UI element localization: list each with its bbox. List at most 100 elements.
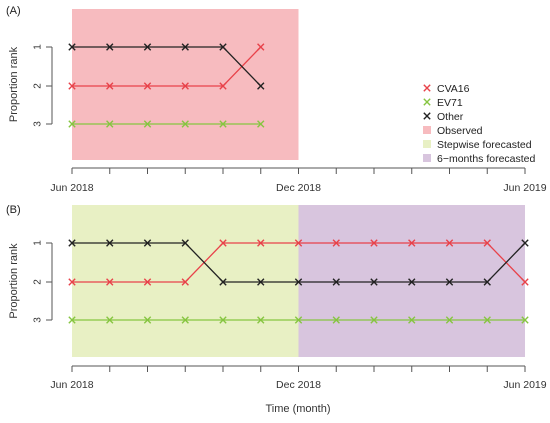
point-other	[143, 43, 152, 51]
point-stroke	[521, 239, 529, 247]
point-stroke	[68, 316, 76, 324]
y-axis-title: Proportion rank	[8, 46, 20, 122]
point-ev71	[143, 316, 152, 324]
point-stroke	[483, 239, 491, 247]
point-other	[483, 278, 491, 286]
point-stroke	[294, 278, 303, 286]
point-ev71	[370, 316, 378, 324]
x-tick-label: Jun 2018	[50, 182, 93, 194]
point-stroke	[106, 239, 114, 247]
point-stroke	[332, 316, 340, 324]
x-axis-title: Time (month)	[266, 403, 331, 415]
point-cva16	[68, 278, 76, 286]
point-cva16	[143, 278, 152, 286]
point-stroke	[143, 120, 152, 128]
legend-swatch-stepwise-forecasted	[423, 140, 431, 148]
point-cva16	[106, 278, 114, 286]
point-stroke	[143, 239, 152, 247]
panel-a: (A) 1 2 3 Proportion rank Jun 2018 Dec 2018 Jun…	[6, 5, 547, 194]
point-stroke	[219, 239, 227, 247]
point-ev71	[219, 316, 227, 324]
point-stroke	[143, 43, 152, 51]
point-other	[106, 239, 114, 247]
point-ev71	[181, 120, 189, 128]
point-cva16	[181, 278, 189, 286]
panel-label: (B)	[6, 204, 21, 216]
point-other	[370, 278, 378, 286]
point-stroke	[445, 316, 454, 324]
point-cva16	[408, 239, 416, 247]
point-stroke	[521, 278, 529, 286]
x-tick-label: Dec 2018	[276, 182, 321, 194]
point-other	[143, 239, 152, 247]
point-ev71	[181, 316, 189, 324]
legend-marker-stroke	[423, 84, 431, 92]
series-line-cva16	[72, 46, 262, 87]
point-stroke	[483, 278, 491, 286]
point-ev71	[68, 316, 76, 324]
y-tick-label: 1	[33, 240, 44, 246]
point-ev71	[106, 316, 114, 324]
point-cva16	[219, 82, 227, 90]
point-stroke	[106, 278, 114, 286]
point-ev71	[143, 120, 152, 128]
legend-label-ev71: EV71	[437, 97, 463, 109]
point-ev71	[219, 120, 227, 128]
point-stroke	[68, 120, 76, 128]
point-cva16	[181, 82, 189, 90]
region-observed	[72, 9, 299, 160]
point-ev71	[294, 316, 303, 324]
point-stroke	[257, 316, 265, 324]
point-ev71	[257, 120, 265, 128]
point-stroke	[332, 278, 340, 286]
point-stroke	[219, 316, 227, 324]
point-stroke	[181, 278, 189, 286]
point-stroke	[106, 120, 114, 128]
point-stroke	[370, 239, 378, 247]
point-ev71	[257, 316, 265, 324]
x-tick-label: Dec 2018	[276, 379, 321, 391]
x-tick-label: Jun 2019	[503, 182, 546, 194]
point-ev71	[445, 316, 454, 324]
point-ev71	[408, 316, 416, 324]
point-other	[181, 43, 189, 51]
point-stroke	[181, 82, 189, 90]
legend-marker-ev71	[423, 98, 431, 106]
point-stroke	[219, 278, 227, 286]
point-cva16	[445, 239, 454, 247]
point-cva16	[294, 239, 303, 247]
point-other	[257, 278, 265, 286]
y-tick-label: 2	[33, 83, 44, 89]
point-stroke	[483, 316, 491, 324]
point-ev71	[332, 316, 340, 324]
point-other	[68, 43, 76, 51]
region-stepwise-forecasted	[72, 205, 299, 357]
point-stroke	[106, 316, 114, 324]
legend: CVA16 EV71 Other Observed Stepwise forecaste…	[423, 83, 536, 165]
point-ev71	[106, 120, 114, 128]
point-other	[294, 278, 303, 286]
point-stroke	[370, 278, 378, 286]
point-stroke	[257, 278, 265, 286]
legend-swatch-6-months-forecasted	[423, 154, 431, 162]
point-stroke	[68, 43, 76, 51]
point-other	[521, 239, 529, 247]
point-stroke	[257, 120, 265, 128]
point-stroke	[219, 82, 227, 90]
point-other	[219, 43, 227, 51]
point-ev71	[68, 120, 76, 128]
point-cva16	[257, 239, 265, 247]
series-line-other	[72, 46, 262, 87]
point-stroke	[257, 82, 265, 90]
point-stroke	[370, 316, 378, 324]
y-tick-label: 3	[33, 121, 44, 127]
point-stroke	[408, 316, 416, 324]
point-cva16	[106, 82, 114, 90]
point-other	[106, 43, 114, 51]
point-other	[257, 82, 265, 90]
legend-label-stepwise-forecasted: Stepwise forecasted	[437, 139, 532, 151]
point-cva16	[370, 239, 378, 247]
point-stroke	[68, 239, 76, 247]
